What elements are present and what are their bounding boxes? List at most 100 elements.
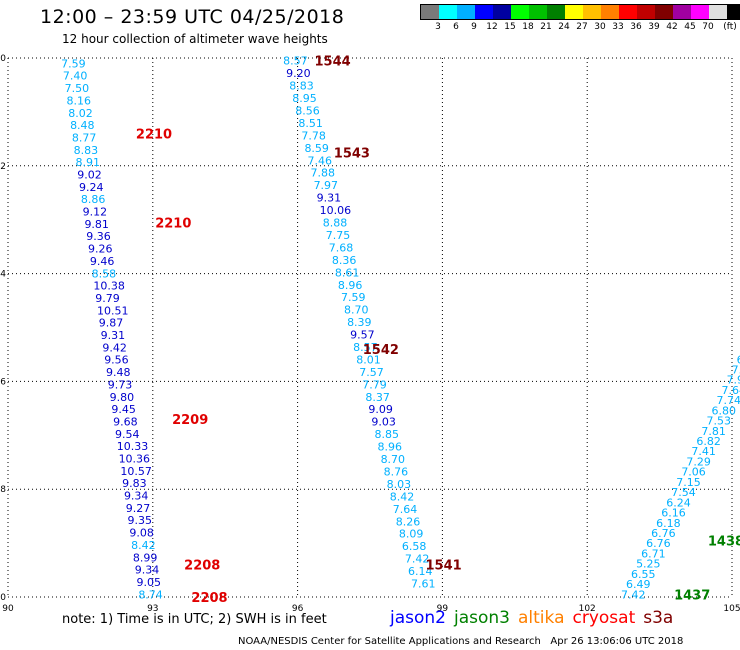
wave-height-value: 8.61 — [335, 266, 360, 279]
wave-height-value: 9.80 — [110, 391, 135, 404]
pass-time-label: 1544 — [314, 55, 350, 70]
longitude-tick-label: 99 — [437, 604, 449, 614]
wave-height-value: 9.34 — [124, 490, 148, 503]
wave-height-value: 8.37 — [365, 391, 390, 404]
wave-height-value: 9.81 — [84, 218, 109, 231]
satellite-legend-item: jason3 — [454, 608, 510, 628]
wave-height-value: 6.82 — [696, 435, 721, 448]
wave-height-value: 9.24 — [79, 181, 104, 194]
wave-height-value: 7.74 — [717, 394, 740, 407]
wave-height-value: 8.36 — [332, 254, 357, 267]
wave-height-value: 10.06 — [320, 204, 352, 217]
color-swatch — [673, 5, 691, 19]
wave-height-value: 6.76 — [646, 537, 671, 550]
wave-height-value: 9.87 — [99, 317, 124, 330]
wave-height-value: 8.85 — [374, 428, 399, 441]
wave-height-value: 7.40 — [63, 70, 87, 83]
color-swatch — [547, 5, 565, 19]
wave-height-value: 7.15 — [676, 476, 701, 489]
wave-height-value: 8.57 — [353, 341, 378, 354]
wave-height-value: 9.54 — [115, 428, 140, 441]
color-scale-legend: 3 6 9 12 15 18 21 24 27 30 33 36 39 42 45 70 (ft) — [420, 4, 740, 32]
wave-height-value: 10.51 — [97, 304, 129, 317]
wave-height-value: 6.49 — [626, 578, 651, 591]
latitude-tick-label: -10 — [0, 54, 6, 64]
color-scale-label: 6 — [453, 22, 459, 32]
satellite-legend: jason2 jason3 altika cryosat s3a — [390, 608, 673, 628]
wave-height-value: 6.16 — [661, 507, 686, 520]
map-grid — [7, 57, 733, 598]
wave-height-value: 8.88 — [323, 217, 348, 230]
wave-height-value: 6.71 — [641, 547, 666, 560]
wave-height-value: 9.36 — [86, 230, 111, 243]
wave-height-value: 8.59 — [304, 142, 329, 155]
longitude-tick-label: 90 — [2, 604, 14, 614]
color-scale-label: 30 — [594, 22, 606, 32]
wave-height-value: 7.42 — [405, 553, 430, 566]
wave-height-value: 8.95 — [292, 92, 317, 105]
wave-height-value: 7.61 — [411, 578, 436, 591]
wave-height-value: 9.27 — [126, 502, 151, 515]
wave-height-value: 6.18 — [656, 517, 681, 530]
pass-time-labels: 1544 2210 1543 2210 1542 2209 2208 1541 1438 2208… — [136, 55, 740, 606]
wave-height-value: 8.96 — [338, 279, 363, 292]
latitude-tick-label: -16 — [0, 377, 6, 387]
wave-height-value: 8.96 — [378, 441, 403, 454]
color-swatch — [691, 5, 709, 19]
color-swatch — [475, 5, 493, 19]
color-swatch — [529, 5, 547, 19]
satellite-track: 667.7.97.647.746.807.537.816.827.417.297… — [621, 353, 740, 601]
wave-height-value: 8.70 — [381, 453, 406, 466]
color-scale-label: 27 — [576, 22, 588, 32]
wave-height-value: 9.02 — [77, 169, 102, 182]
footnote: note: 1) Time is in UTC; 2) SWH is in fe… — [62, 612, 327, 627]
wave-height-value: 8.01 — [356, 353, 381, 366]
wave-height-value: 9.46 — [90, 255, 115, 268]
color-scale-label: 12 — [486, 22, 498, 32]
latitude-tick-label: -20 — [0, 593, 6, 603]
wave-height-value: 7.75 — [326, 229, 351, 242]
page-subtitle: 12 hour collection of altimeter wave hei… — [62, 32, 328, 46]
wave-height-value: 7.79 — [362, 378, 387, 391]
wave-height-value: 6.24 — [666, 496, 691, 509]
color-scale-label: 42 — [666, 22, 678, 32]
wave-height-value: 7.50 — [65, 82, 90, 95]
wave-height-value: 9.73 — [108, 378, 133, 391]
wave-height-value: 8.70 — [344, 304, 369, 317]
color-scale-label: (ft) — [723, 22, 737, 32]
wave-height-value: 10.36 — [119, 452, 150, 465]
wave-height-value: 9.12 — [83, 206, 108, 219]
wave-height-value: 7.68 — [329, 241, 354, 254]
satellite-legend-item: cryosat — [572, 608, 636, 628]
color-scale-label: 39 — [648, 22, 660, 32]
wave-height-value: 8.02 — [68, 107, 93, 120]
wave-height-value: 7.97 — [314, 179, 339, 192]
wave-height-value: 6.14 — [408, 565, 433, 578]
wave-height-value: 10.57 — [120, 465, 152, 478]
wave-height-value: 7.29 — [686, 455, 711, 468]
color-swatch — [439, 5, 457, 19]
wave-height-value: 9.34 — [135, 564, 160, 577]
satellite-track: 8.579.208.838.958.568.517.788.597.467.88… — [283, 55, 435, 591]
longitude-tick-label: 93 — [147, 604, 158, 614]
color-swatch — [421, 5, 439, 19]
wave-height-value: 8.26 — [396, 515, 421, 528]
color-swatch — [619, 5, 637, 19]
wave-height-value: 5.25 — [636, 558, 661, 571]
color-swatch — [457, 5, 475, 19]
wave-height-value: 6 — [737, 353, 740, 366]
wave-height-value: 8.58 — [92, 267, 117, 280]
pass-time-label: 1543 — [334, 146, 370, 161]
wave-height-value: 8.76 — [384, 465, 409, 478]
wave-height-value: 7.06 — [681, 466, 706, 479]
color-swatch — [583, 5, 601, 19]
longitude-tick-label: 102 — [579, 604, 596, 614]
wave-height-value: 9.31 — [317, 192, 342, 205]
wave-height-value: 6.76 — [651, 527, 676, 540]
wave-height-value: 7.81 — [701, 425, 726, 438]
generated-timestamp: Apr 26 13:06:06 UTC 2018 — [550, 636, 684, 647]
wave-height-value: 7. — [732, 363, 740, 376]
pass-time-label: 2208 — [184, 559, 220, 574]
wave-height-value: 8.42 — [131, 539, 156, 552]
wave-height-value: 9.83 — [122, 477, 147, 490]
